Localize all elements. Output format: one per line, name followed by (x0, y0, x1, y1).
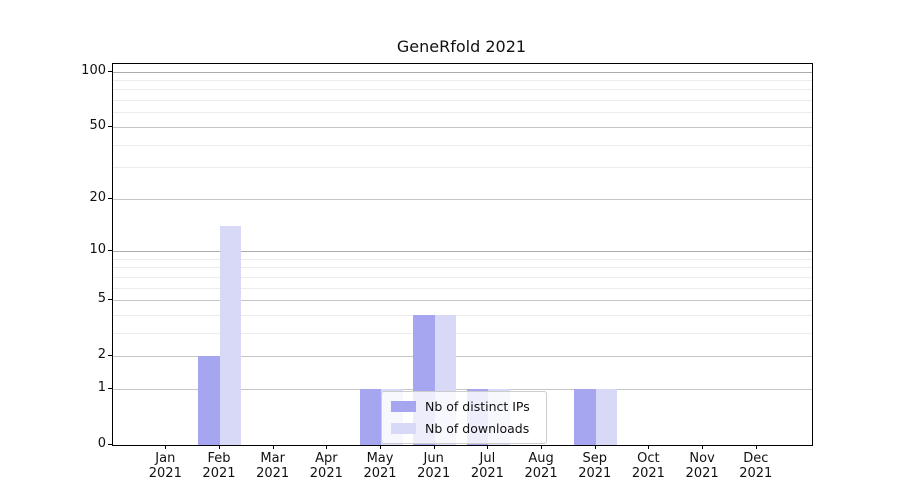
x-tick-year: 2021 (417, 466, 451, 481)
x-tick-label-oct: Oct 2021 (620, 451, 676, 481)
legend-item-distinct-ips: Nb of distinct IPs (391, 399, 537, 414)
y-tick-mark (108, 250, 112, 251)
y-tick-label: 50 (89, 117, 106, 133)
y-tick-label: 0 (97, 436, 106, 451)
y-tick-mark (108, 70, 112, 72)
x-tick-label-jan: Jan 2021 (137, 451, 193, 481)
gridline-major (113, 356, 812, 358)
x-tick-label-jun: Jun 2021 (406, 451, 462, 481)
y-tick-mark (108, 355, 112, 357)
legend-label-downloads: Nb of downloads (425, 421, 530, 436)
y-tick-mark (108, 299, 112, 301)
x-tick-label-apr: Apr 2021 (298, 451, 354, 481)
y-tick-label: 5 (97, 291, 106, 307)
gridline-minor (113, 287, 812, 289)
x-tick-year: 2021 (256, 466, 290, 481)
legend-item-downloads: Nb of downloads (391, 421, 537, 436)
x-tick-month: Sep (582, 451, 607, 466)
x-tick-mark (648, 445, 650, 449)
y-tick-label: 20 (89, 189, 106, 205)
x-tick-label-may: May 2021 (352, 451, 408, 481)
legend-swatch-distinct-ips (391, 401, 416, 412)
gridline-minor (113, 258, 812, 260)
gridline-minor (113, 332, 812, 334)
x-tick-mark (755, 445, 757, 449)
gridline-major (113, 251, 812, 252)
x-tick-label-feb: Feb 2021 (191, 451, 247, 481)
x-tick-year: 2021 (363, 466, 397, 481)
x-tick-month: Nov (689, 451, 715, 466)
x-tick-year: 2021 (470, 466, 504, 481)
x-tick-mark (433, 445, 435, 449)
x-tick-mark (702, 445, 704, 449)
x-tick-label-aug: Aug 2021 (513, 451, 569, 481)
x-tick-month: Jul (479, 451, 496, 466)
gridline-major (113, 300, 812, 302)
x-tick-label-jul: Jul 2021 (459, 451, 515, 481)
x-tick-mark (218, 445, 220, 449)
gridline-major (113, 198, 812, 200)
bar-distinct-ips-feb (198, 356, 220, 445)
x-tick-month: Mar (260, 451, 285, 466)
x-tick-year: 2021 (739, 466, 773, 481)
bar-distinct-ips-may (359, 388, 382, 445)
x-tick-mark (326, 445, 328, 449)
gridline-major (113, 388, 812, 390)
gridline-minor (113, 80, 812, 82)
x-tick-month: May (366, 451, 394, 466)
y-tick-mark (108, 444, 112, 445)
y-tick-mark (108, 387, 112, 389)
y-tick-label: 100 (81, 62, 106, 78)
chart-title: GeneRfold 2021 (396, 37, 527, 56)
x-tick-mark (487, 445, 489, 449)
y-tick-mark (108, 197, 112, 199)
x-tick-mark (541, 445, 543, 449)
gridline-major (113, 126, 812, 128)
x-tick-mark (380, 445, 382, 449)
x-tick-label-dec: Dec 2021 (728, 451, 784, 481)
x-tick-month: Oct (637, 451, 660, 466)
x-tick-mark (594, 445, 596, 449)
x-tick-mark (272, 445, 274, 449)
x-tick-year: 2021 (578, 466, 612, 481)
x-tick-month: Apr (315, 451, 338, 466)
y-tick-mark (108, 125, 112, 127)
x-tick-year: 2021 (309, 466, 343, 481)
x-tick-month: Feb (207, 451, 231, 466)
y-tick-label: 1 (97, 379, 106, 395)
legend-label-distinct-ips: Nb of distinct IPs (425, 399, 530, 414)
x-tick-year: 2021 (524, 466, 558, 481)
x-tick-month: Dec (743, 451, 769, 466)
x-tick-year: 2021 (148, 466, 182, 481)
gridline-minor (113, 314, 812, 316)
y-tick-label: 10 (89, 242, 106, 257)
plot-area: Nb of distinct IPs Nb of downloads (112, 63, 813, 446)
y-tick-label: 2 (97, 347, 106, 363)
gridline-minor (113, 144, 812, 146)
x-tick-mark (165, 445, 167, 449)
gridline-minor (113, 112, 812, 114)
x-tick-label-nov: Nov 2021 (674, 451, 730, 481)
bar-downloads-sep (595, 388, 618, 445)
x-tick-year: 2021 (202, 466, 236, 481)
legend-swatch-downloads (391, 423, 416, 434)
x-tick-label-mar: Mar 2021 (245, 451, 301, 481)
x-tick-year: 2021 (685, 466, 719, 481)
gridline-minor (113, 267, 812, 269)
x-tick-month: Jun (423, 451, 444, 466)
x-tick-month: Jan (155, 451, 176, 466)
gridline-minor (113, 89, 812, 91)
gridline-minor (113, 276, 812, 278)
gridline-minor (113, 100, 812, 102)
x-tick-label-sep: Sep 2021 (567, 451, 623, 481)
x-tick-month: Aug (528, 451, 554, 466)
x-tick-year: 2021 (631, 466, 665, 481)
gridline-major (113, 71, 812, 73)
gridline-minor (113, 167, 812, 169)
legend: Nb of distinct IPs Nb of downloads (381, 391, 547, 444)
bar-distinct-ips-sep (574, 388, 596, 445)
bar-downloads-feb (219, 225, 242, 445)
